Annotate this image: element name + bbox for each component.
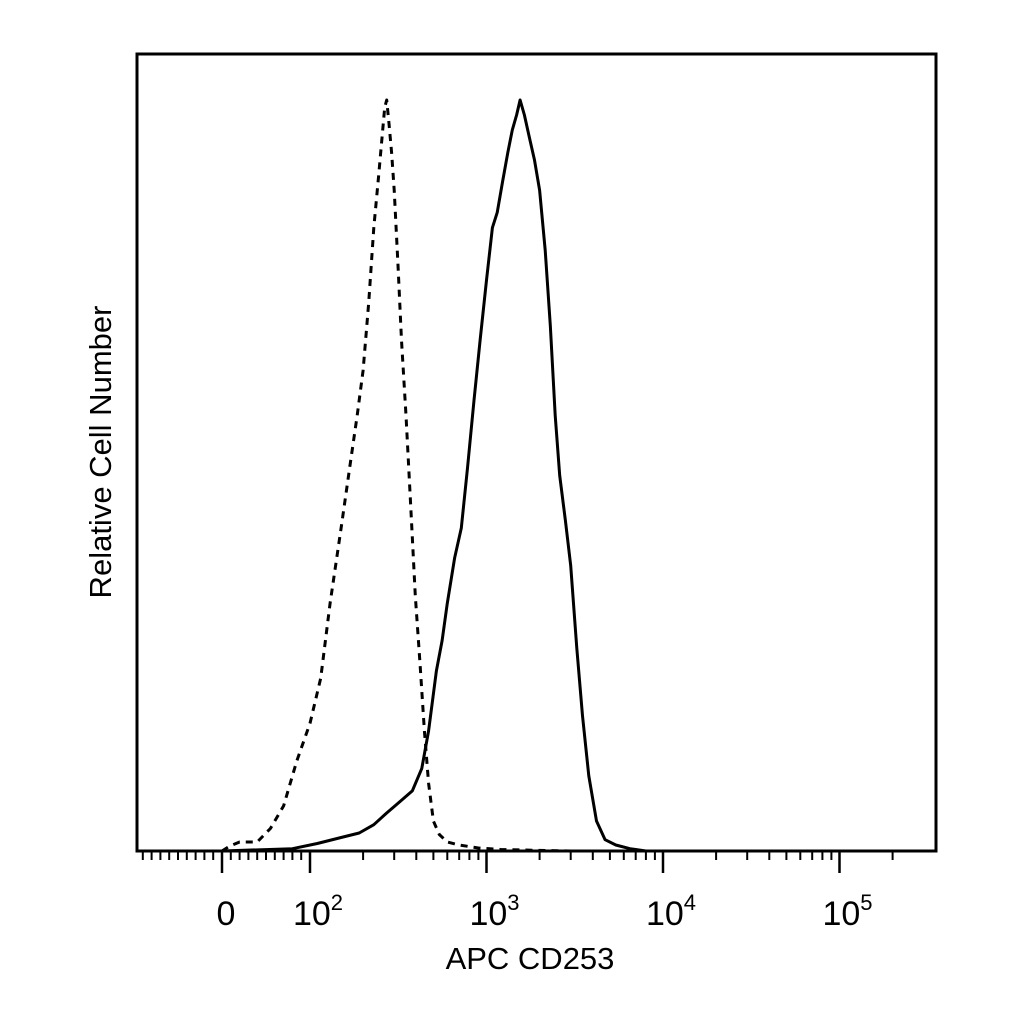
plot-frame [135,52,938,853]
x-tick-label: 0 [217,895,236,933]
x-major-ticks [220,851,841,873]
x-axis-title: APC CD253 [446,941,615,976]
series-layer [221,98,647,853]
x-tick-label: 104 [646,890,696,933]
series-dashed-line [221,98,571,853]
y-axis-title: Relative Cell Number [83,306,118,599]
x-tick-label: 103 [469,890,519,933]
x-tick-labels: 0 102 103 104 105 [217,890,873,933]
x-tick-label: 105 [822,890,872,933]
x-tick-label: 102 [293,890,343,933]
series-solid-line [221,98,647,853]
